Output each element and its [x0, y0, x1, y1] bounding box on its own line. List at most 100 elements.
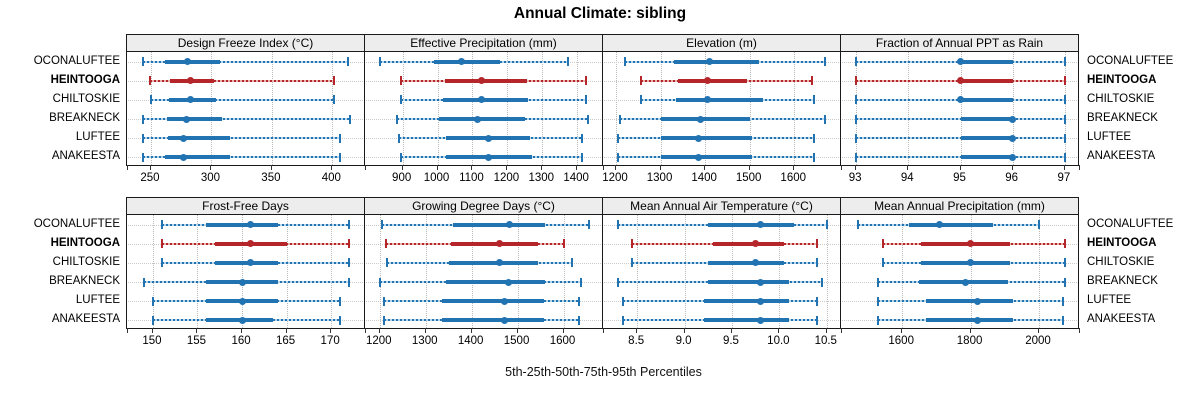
whisker-cap: [338, 152, 341, 162]
whisker-cap: [617, 277, 620, 287]
axis-tick: [516, 328, 518, 333]
percentile-row-anakeesta: [603, 148, 840, 167]
axis-edge-tick: [1078, 165, 1080, 170]
whisker-cap: [567, 57, 570, 66]
percentile-row-oconaluftee: [841, 52, 1078, 71]
p25-p75-bar: [441, 318, 545, 323]
whisker-cap: [825, 220, 828, 229]
axis-tick-label: 1600: [549, 335, 576, 347]
percentile-row-luftee: [127, 129, 364, 148]
axis-tick: [506, 165, 508, 170]
p25-p75-bar: [926, 318, 1014, 323]
percentile-row-oconaluftee: [841, 215, 1078, 234]
axis-tick: [704, 165, 706, 170]
gridline: [542, 52, 544, 165]
whisker-cap: [586, 114, 589, 124]
axis-tick-label: 1200: [493, 172, 520, 184]
p25-p75-bar: [921, 241, 1010, 246]
site-label-right-breakneck: BREAKNECK: [1087, 275, 1158, 288]
whisker-cap: [339, 315, 342, 325]
axis-tick-label: 96: [1005, 172, 1019, 184]
whisker-cap: [581, 133, 584, 143]
whisker-cap: [855, 114, 858, 124]
whisker-cap: [347, 220, 350, 229]
whisker-cap: [332, 76, 335, 86]
percentile-row-breakneck: [841, 273, 1078, 292]
p25-p75-bar: [708, 222, 794, 227]
median-dot: [961, 278, 969, 286]
median-dot: [247, 240, 255, 248]
site-label-right-chiltoskie: CHILTOSKIE: [1087, 92, 1155, 105]
axis-tick-label: 1800: [956, 335, 983, 347]
gridline: [152, 215, 154, 328]
axis-edge-tick: [840, 165, 842, 170]
axis-caption: 5th-25th-50th-75th-95th Percentiles: [505, 365, 702, 379]
axis-tick: [241, 328, 243, 333]
whisker-cap: [581, 152, 584, 162]
whisker-cap: [149, 95, 152, 105]
whisker-cap: [148, 76, 151, 86]
percentile-row-anakeesta: [841, 148, 1078, 167]
whisker-cap: [816, 258, 819, 268]
p25-p75-bar: [921, 260, 1010, 265]
gridline: [1038, 215, 1040, 328]
whisker-cap: [816, 296, 819, 306]
whisker-cap: [1063, 57, 1066, 66]
p25-p75-bar: [960, 59, 1013, 64]
p25-p75-bar: [442, 97, 529, 102]
p25-p75-bar: [441, 299, 545, 304]
whisker-cap: [384, 239, 387, 249]
whisker-cap: [385, 258, 388, 268]
whisker-cap: [396, 114, 399, 124]
median-dot: [458, 58, 466, 65]
site-label-left-breakneck: BREAKNECK: [49, 112, 120, 125]
axis-tick: [730, 328, 732, 333]
percentile-row-chiltoskie: [603, 253, 840, 272]
p5-p95-range-line: [142, 156, 340, 159]
percentile-row-heintooga: [603, 234, 840, 253]
whisker-cap: [877, 296, 880, 306]
whisker-cap: [584, 95, 587, 105]
axis-tick: [401, 165, 403, 170]
gridline: [794, 52, 796, 165]
p5-p95-range-line: [856, 156, 1065, 159]
axis-tick-label: 250: [140, 172, 160, 184]
axis-tick: [901, 328, 903, 333]
axis-tick: [331, 165, 333, 170]
gridline: [960, 52, 962, 165]
whisker-cap: [160, 258, 163, 268]
axis-tick-label: 1000: [423, 172, 450, 184]
axis-tick-label: 1400: [563, 172, 589, 184]
gridline: [563, 215, 565, 328]
percentile-row-anakeesta: [127, 311, 364, 330]
axis-tick-label: 97: [1057, 172, 1071, 184]
gridline: [242, 215, 244, 328]
percentile-row-luftee: [841, 292, 1078, 311]
axis-tick: [778, 328, 780, 333]
percentile-row-anakeesta: [127, 148, 364, 167]
gridline: [970, 215, 972, 328]
axis-tick: [748, 165, 750, 170]
axis-tick-label: 1500: [735, 172, 762, 184]
p25-p75-bar: [960, 78, 1013, 83]
percentile-row-luftee: [365, 292, 602, 311]
whisker-cap: [570, 258, 573, 268]
p25-p75-bar: [703, 318, 789, 323]
whisker-cap: [816, 315, 819, 325]
median-dot: [484, 153, 492, 161]
percentile-row-chiltoskie: [841, 253, 1078, 272]
whisker-cap: [1037, 220, 1040, 229]
gridline: [507, 52, 509, 165]
median-dot: [187, 96, 195, 104]
whisker-cap: [617, 133, 620, 143]
p25-p75-bar: [448, 260, 539, 265]
whisker-cap: [349, 114, 352, 124]
gridline: [286, 215, 288, 328]
plot-mean-annual-air-temperature-c: [602, 214, 841, 329]
whisker-cap: [855, 76, 858, 86]
gridline: [150, 52, 152, 165]
whisker-cap: [338, 133, 341, 143]
median-dot: [183, 58, 191, 65]
axis-tick-label: 1400: [457, 335, 484, 347]
p25-p75-bar: [434, 59, 501, 64]
